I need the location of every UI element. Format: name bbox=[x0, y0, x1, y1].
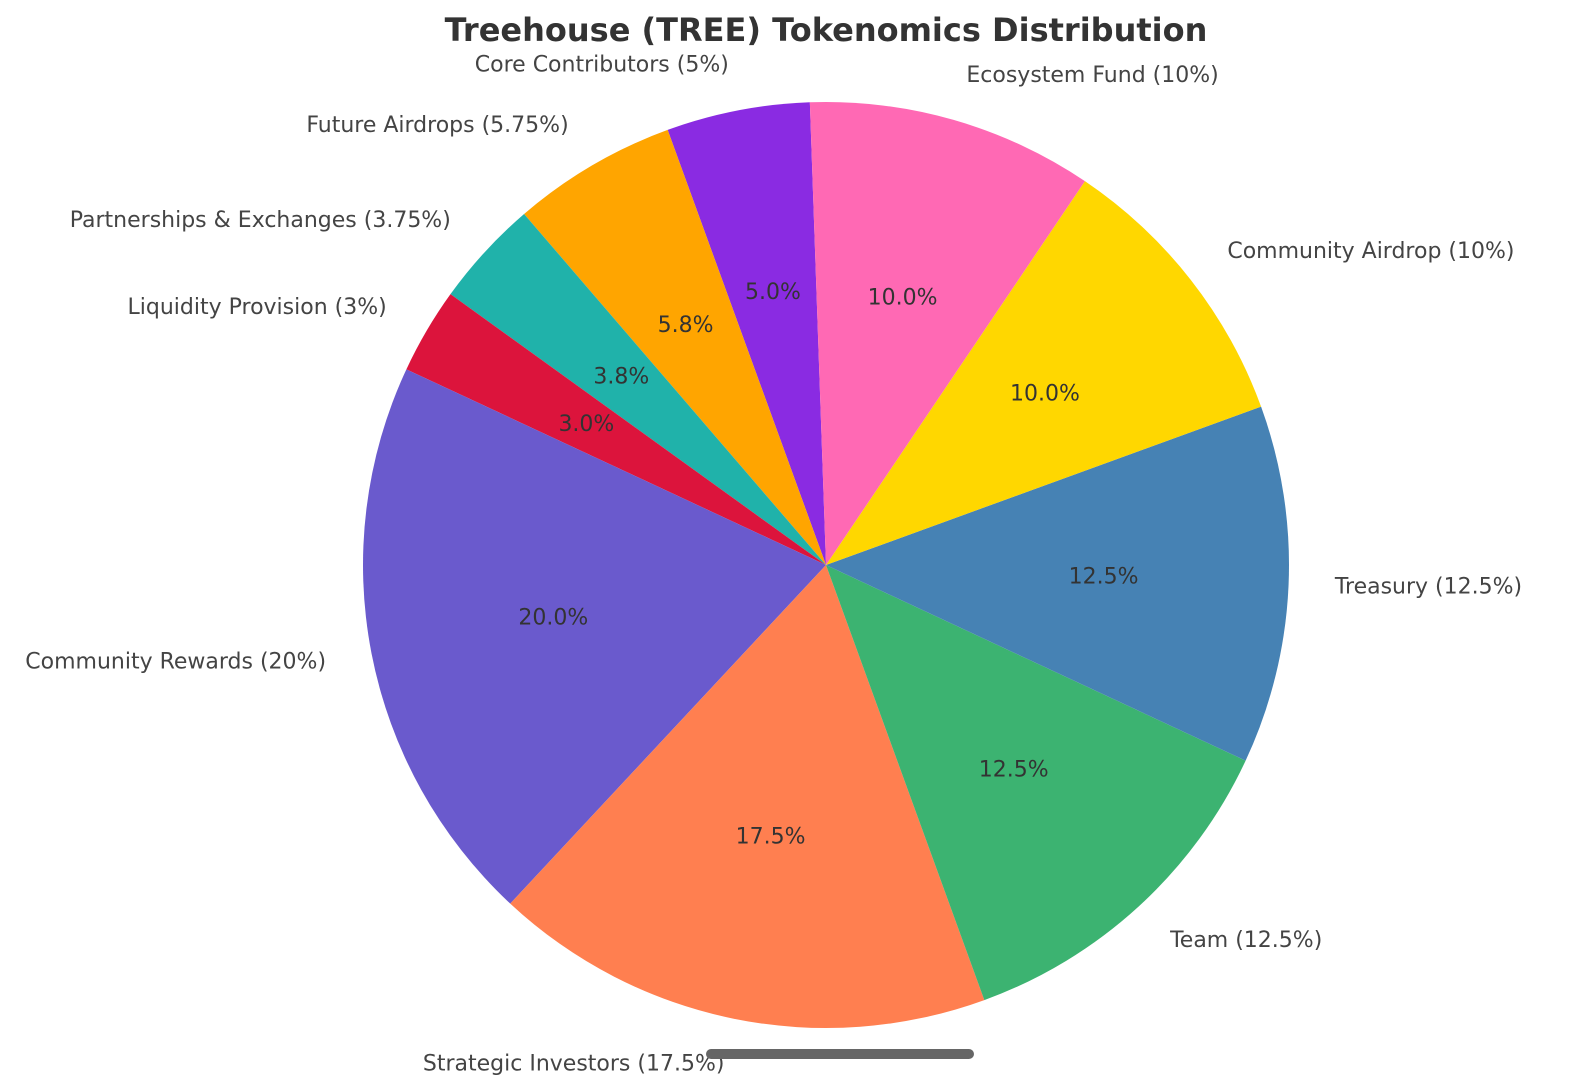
pie-slice-core-contributors bbox=[667, 102, 826, 565]
home-indicator-bar[interactable] bbox=[706, 1049, 974, 1059]
pie-percent-label: 5.0% bbox=[745, 280, 801, 305]
pie-percent-label: 3.0% bbox=[558, 412, 614, 437]
pie-percent-label: 10.0% bbox=[1010, 381, 1080, 406]
pie-percent-label: 10.0% bbox=[868, 285, 938, 310]
pie-percent-label: 12.5% bbox=[979, 757, 1049, 782]
pie-percent-labels: 5.0% 5.8% 3.8% 3.0% 20.0% 17.5% 12.5% 12.5% 10.0… bbox=[518, 280, 1138, 850]
pie-slice-label: Partnerships & Exchanges (3.75%) bbox=[70, 208, 451, 233]
pie-slice-community-airdrop bbox=[826, 181, 1262, 565]
pie-slice-community-rewards bbox=[363, 369, 826, 904]
pie-percent-label: 3.8% bbox=[593, 365, 649, 390]
pie-slice-team bbox=[826, 565, 1246, 1001]
pie-slice-future-airdrops bbox=[524, 129, 826, 566]
pie-slice-label: Team (12.5%) bbox=[1169, 928, 1322, 953]
pie-slice-label: Future Airdrops (5.75%) bbox=[306, 113, 568, 138]
pie-slice-partnerships-exchanges bbox=[450, 213, 826, 565]
pie-slice-label: Ecosystem Fund (10%) bbox=[966, 63, 1218, 88]
pie-outer-labels: Core Contributors (5%) Future Airdrops (5… bbox=[25, 53, 1522, 1077]
pie-slice-treasury bbox=[826, 406, 1289, 761]
pie-percent-label: 12.5% bbox=[1069, 565, 1139, 590]
pie-slice-liquidity-provision bbox=[406, 294, 826, 565]
pie-slice-label: Treasury (12.5%) bbox=[1334, 575, 1522, 600]
pie-slices bbox=[363, 101, 1289, 1028]
pie-slice-label: Community Airdrop (10%) bbox=[1227, 239, 1514, 264]
pie-percent-label: 5.8% bbox=[658, 313, 714, 338]
pie-slice-label: Liquidity Provision (3%) bbox=[128, 295, 387, 320]
pie-percent-label: 20.0% bbox=[518, 606, 588, 631]
pie-slice-label: Strategic Investors (17.5%) bbox=[423, 1052, 725, 1077]
pie-slice-strategic-investors bbox=[510, 565, 985, 1028]
chart-title: Treehouse (TREE) Tokenomics Distribution bbox=[445, 11, 1208, 49]
pie-slice-label: Community Rewards (20%) bbox=[25, 650, 326, 675]
pie-percent-label: 17.5% bbox=[736, 825, 806, 850]
pie-slice-ecosystem-fund bbox=[809, 101, 1085, 565]
pie-slice-label: Core Contributors (5%) bbox=[475, 53, 729, 78]
